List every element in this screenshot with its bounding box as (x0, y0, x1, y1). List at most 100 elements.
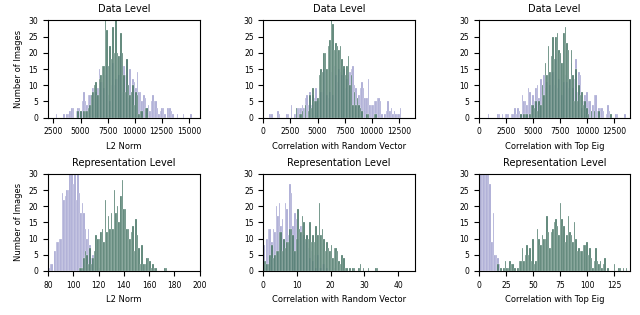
Bar (82, 203, 83, 271)
Title: Data Level: Data Level (528, 4, 581, 14)
Bar (552, 72, 554, 117)
Bar (309, 222, 311, 271)
Bar (557, 89, 558, 117)
Bar (303, 222, 305, 271)
Bar (129, 95, 131, 117)
Bar (276, 251, 277, 271)
Bar (591, 111, 592, 117)
Bar (551, 232, 552, 271)
Bar (525, 101, 526, 117)
X-axis label: Correlation with Random Vector: Correlation with Random Vector (272, 295, 406, 304)
Bar (375, 114, 377, 117)
Bar (274, 255, 276, 271)
Bar (564, 242, 566, 271)
Bar (575, 238, 577, 271)
Bar (344, 76, 346, 117)
Bar (79, 268, 80, 271)
X-axis label: Correlation with Top Eig: Correlation with Top Eig (505, 142, 604, 151)
Bar (541, 235, 543, 271)
Bar (150, 268, 152, 271)
Bar (360, 89, 362, 117)
Bar (369, 105, 371, 117)
Bar (79, 108, 80, 117)
Bar (331, 17, 332, 117)
Bar (117, 53, 118, 117)
Bar (540, 245, 541, 271)
Bar (554, 85, 556, 117)
Bar (99, 79, 100, 117)
Bar (490, 184, 491, 271)
Bar (609, 111, 611, 117)
Bar (311, 108, 312, 117)
Bar (543, 76, 545, 117)
Bar (146, 258, 148, 271)
Bar (296, 238, 297, 271)
Bar (532, 238, 534, 271)
Bar (57, 242, 59, 271)
Bar (88, 229, 90, 271)
Bar (301, 226, 303, 271)
Bar (114, 53, 115, 117)
Bar (271, 245, 273, 271)
Bar (311, 242, 312, 271)
Bar (111, 85, 113, 117)
Bar (292, 226, 294, 271)
Bar (300, 232, 301, 271)
Bar (545, 89, 546, 117)
Bar (120, 33, 122, 117)
Bar (568, 49, 569, 117)
Bar (62, 193, 63, 271)
Bar (580, 95, 581, 117)
Bar (551, 56, 552, 117)
Bar (148, 258, 149, 271)
Bar (273, 229, 274, 271)
Bar (140, 92, 141, 117)
Bar (571, 49, 572, 117)
Bar (600, 261, 602, 271)
Bar (164, 114, 166, 117)
Bar (358, 95, 360, 117)
Bar (506, 114, 508, 117)
Bar (126, 229, 127, 271)
Bar (106, 66, 108, 117)
Bar (169, 108, 170, 117)
Bar (123, 76, 125, 117)
Bar (323, 238, 324, 271)
Bar (529, 92, 531, 117)
Bar (598, 111, 600, 117)
Bar (332, 95, 334, 117)
Bar (82, 268, 83, 271)
Bar (303, 235, 305, 271)
Bar (80, 268, 82, 271)
Bar (483, 54, 485, 271)
Bar (592, 105, 594, 117)
Bar (371, 105, 372, 117)
Bar (126, 59, 127, 117)
Bar (102, 66, 103, 117)
Bar (83, 111, 84, 117)
Title: Representation Level: Representation Level (503, 158, 606, 168)
Bar (177, 114, 178, 117)
Bar (308, 238, 309, 271)
Bar (300, 108, 301, 117)
Bar (569, 79, 571, 117)
Bar (355, 105, 357, 117)
Bar (90, 105, 91, 117)
Bar (548, 232, 549, 271)
Bar (607, 268, 609, 271)
Bar (277, 251, 278, 271)
Bar (138, 248, 140, 271)
Bar (183, 114, 184, 117)
Bar (191, 114, 192, 117)
Bar (145, 108, 146, 117)
Bar (560, 56, 561, 117)
Bar (86, 255, 88, 271)
Bar (137, 95, 138, 117)
Bar (312, 235, 314, 271)
Bar (614, 264, 615, 271)
Bar (589, 101, 591, 117)
Bar (514, 268, 515, 271)
Bar (80, 111, 82, 117)
Bar (146, 108, 148, 117)
Bar (352, 66, 354, 117)
